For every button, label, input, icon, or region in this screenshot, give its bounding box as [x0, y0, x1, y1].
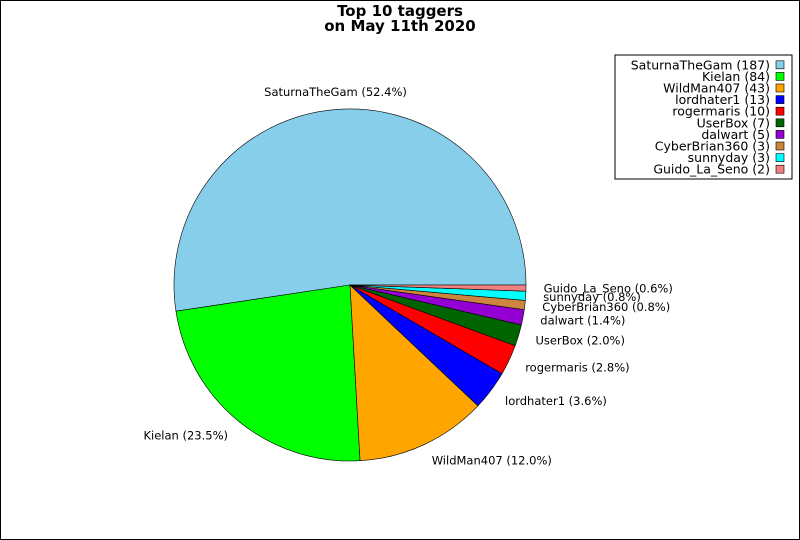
slice-label-userbox: UserBox (2.0%)	[536, 333, 625, 347]
chart-title: Top 10 taggers on May 11th 2020	[324, 2, 476, 35]
slice-label-kielan: Kielan (23.5%)	[143, 428, 228, 442]
legend-swatch-wildman407	[775, 83, 785, 93]
legend-swatch-lordhater1	[775, 95, 785, 104]
slice-label-saturnathegam: SaturnaTheGam (52.4%)	[264, 85, 407, 99]
slice-label-wildman407: WildMan407 (12.0%)	[432, 454, 552, 468]
pie-slice-guido-la-seno	[349, 284, 527, 292]
chart-title-line-2: on May 11th 2020	[324, 17, 476, 35]
slice-label-cyberbrian360: CyberBrian360 (0.8%)	[542, 300, 670, 314]
legend-entry-dalwart: dalwart (5)	[701, 127, 770, 142]
legend-entry-sunnyday: sunnyday (3)	[688, 150, 770, 165]
legend-entry-wildman407: WildMan407 (43)	[663, 81, 770, 96]
legend-swatch-sunnyday	[775, 153, 785, 162]
legend-swatch-userbox	[775, 118, 785, 128]
legend-entry-userbox: UserBox (7)	[697, 115, 770, 130]
legend-box	[614, 54, 793, 180]
legend-entry-rogermaris: rogermaris (10)	[672, 104, 770, 119]
legend: SaturnaTheGam (187)Kielan (84)WildMan407…	[614, 54, 793, 180]
pie-slice-wildman407	[349, 284, 479, 462]
chart-title-line-1: Top 10 taggers	[337, 2, 463, 20]
legend-swatch-cyberbrian360	[775, 141, 785, 151]
pie-slice-saturnathegam	[173, 108, 527, 312]
slice-label-dalwart: dalwart (1.4%)	[540, 314, 625, 328]
legend-entry-kielan: Kielan (84)	[702, 69, 770, 84]
legend-entry-lordhater1: lordhater1 (13)	[675, 92, 770, 107]
legend-swatch-saturnathegam	[775, 60, 785, 70]
slice-label-lordhater1: lordhater1 (3.6%)	[505, 394, 607, 408]
legend-swatch-rogermaris	[775, 106, 785, 116]
legend-entry-cyberbrian360: CyberBrian360 (3)	[655, 139, 770, 154]
legend-swatch-guido-la-seno	[775, 164, 785, 174]
slice-labels: SaturnaTheGam (52.4%) Kielan (23.5%) WildM…	[143, 85, 672, 468]
pie-slice-kielan	[175, 284, 361, 462]
pie-slices	[173, 108, 527, 462]
legend-swatch-kielan	[775, 72, 785, 81]
legend-entry-guido-la-seno: Guido_La_Seno (2)	[653, 162, 770, 177]
legend-swatch-dalwart	[775, 130, 785, 139]
slice-label-rogermaris: rogermaris (2.8%)	[525, 361, 629, 375]
slice-label-sunnyday: sunnyday (0.8%)	[543, 290, 641, 304]
slice-label-guido-la-seno: Guido_La_Seno (0.6%)	[544, 281, 673, 295]
legend-entry-saturnathegam: SaturnaTheGam (187)	[631, 57, 770, 72]
